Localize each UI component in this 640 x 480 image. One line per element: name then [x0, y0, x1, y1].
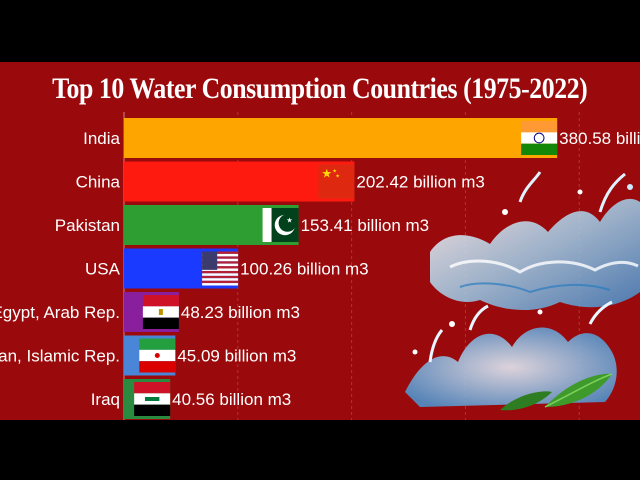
value-label: 100.26 billion m3: [240, 260, 369, 279]
bar: [124, 161, 355, 202]
bar-group: Egypt, Arab Rep. 48.23 billion m3: [0, 292, 300, 332]
value-label: 48.23 billion m3: [181, 303, 300, 322]
value-label: 153.41 billion m3: [301, 216, 430, 235]
bar-group: China ★ ★★ 202.42 billion m3: [76, 161, 485, 202]
category-label: Pakistan: [55, 216, 120, 235]
bar-group: USA 100.26 billion m3: [85, 248, 369, 289]
value-label: 40.56 billion m3: [172, 390, 291, 409]
svg-text:★: ★: [286, 216, 292, 224]
bar-group: India 380.58 billion m3: [83, 118, 640, 158]
value-label: 45.09 billion m3: [177, 347, 296, 366]
svg-text:★: ★: [332, 169, 337, 175]
india-flag-icon: [521, 121, 558, 155]
pakistan-flag-icon: ★: [262, 208, 299, 242]
usa-flag-icon: [202, 251, 239, 286]
chart-title: Top 10 Water Consumption Countries (1975…: [52, 72, 588, 105]
iran-flag-icon: [139, 338, 176, 373]
bar: [124, 118, 558, 158]
svg-text:★: ★: [321, 167, 332, 181]
chart-area: Top 10 Water Consumption Countries (1975…: [0, 62, 640, 420]
category-label: USA: [85, 260, 121, 279]
bar-group: Iraq 40.56 billion m3: [91, 379, 291, 419]
letterbox-bottom: [0, 420, 640, 480]
value-label: 202.42 billion m3: [356, 173, 485, 192]
bar-group: Pakistan ★ 153.41 billion m3: [55, 205, 429, 245]
bar-group: Iran, Islamic Rep. 45.09 billion m3: [0, 335, 296, 376]
svg-text:★: ★: [335, 174, 340, 180]
china-flag-icon: ★ ★★: [318, 164, 355, 199]
iraq-flag-icon: [134, 382, 171, 416]
value-label: 380.58 billion m3: [559, 129, 640, 148]
category-label: Egypt, Arab Rep.: [0, 303, 120, 322]
category-label: India: [83, 129, 120, 148]
category-label: Iraq: [91, 390, 120, 409]
category-label: China: [76, 173, 121, 192]
category-label: Iran, Islamic Rep.: [0, 347, 120, 366]
egypt-flag-icon: [142, 295, 179, 329]
